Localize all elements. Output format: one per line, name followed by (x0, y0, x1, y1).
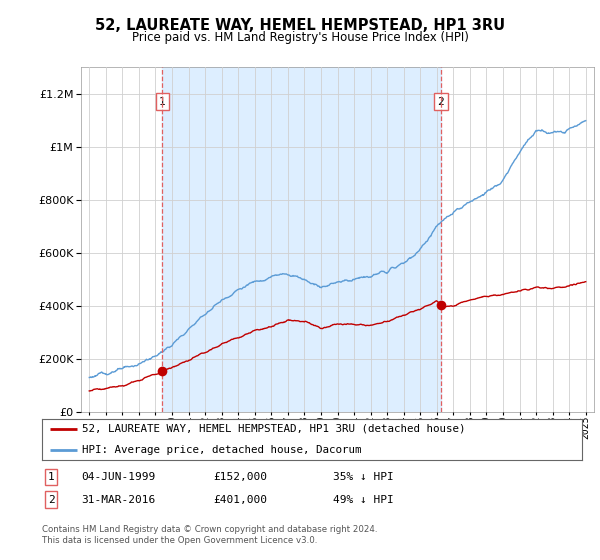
Text: 49% ↓ HPI: 49% ↓ HPI (333, 494, 394, 505)
Text: Price paid vs. HM Land Registry's House Price Index (HPI): Price paid vs. HM Land Registry's House … (131, 31, 469, 44)
Text: 1: 1 (47, 472, 55, 482)
Text: 35% ↓ HPI: 35% ↓ HPI (333, 472, 394, 482)
Text: 04-JUN-1999: 04-JUN-1999 (81, 472, 155, 482)
Text: HPI: Average price, detached house, Dacorum: HPI: Average price, detached house, Daco… (83, 445, 362, 455)
Text: Contains HM Land Registry data © Crown copyright and database right 2024.
This d: Contains HM Land Registry data © Crown c… (42, 525, 377, 545)
Text: 2: 2 (47, 494, 55, 505)
Bar (163, 67, 441, 412)
Text: 2: 2 (437, 97, 445, 106)
Text: £401,000: £401,000 (213, 494, 267, 505)
Text: 52, LAUREATE WAY, HEMEL HEMPSTEAD, HP1 3RU: 52, LAUREATE WAY, HEMEL HEMPSTEAD, HP1 3… (95, 18, 505, 33)
Text: 1: 1 (159, 97, 166, 106)
Text: 31-MAR-2016: 31-MAR-2016 (81, 494, 155, 505)
Text: 52, LAUREATE WAY, HEMEL HEMPSTEAD, HP1 3RU (detached house): 52, LAUREATE WAY, HEMEL HEMPSTEAD, HP1 3… (83, 424, 466, 434)
Text: £152,000: £152,000 (213, 472, 267, 482)
